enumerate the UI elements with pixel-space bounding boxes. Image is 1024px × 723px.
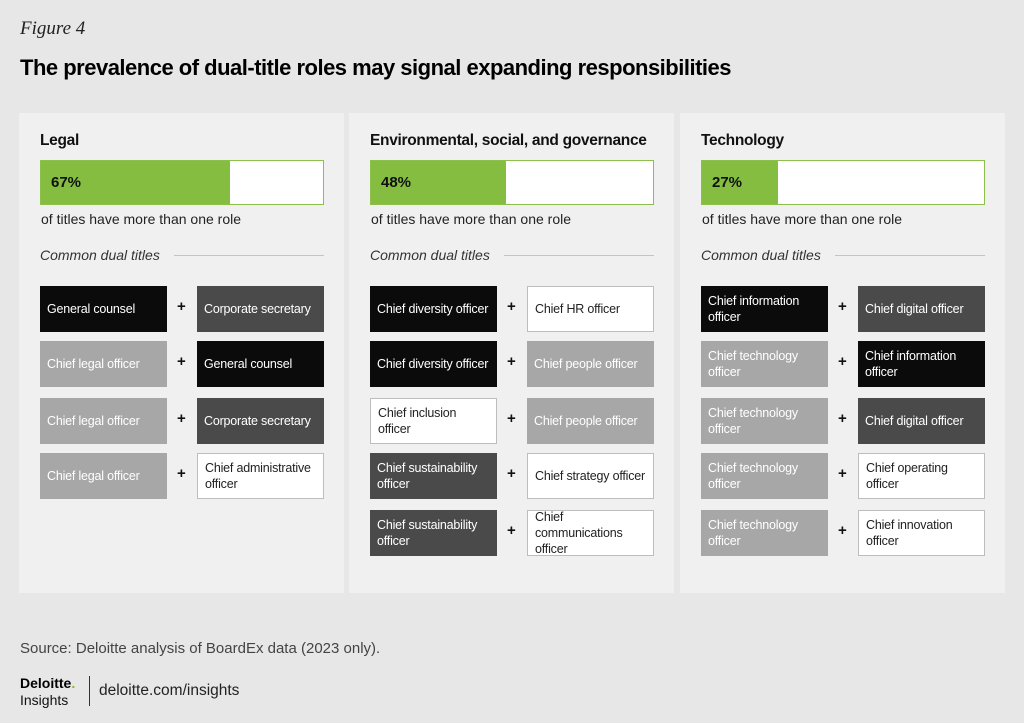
panel-legal: Legal 67% of titles have more than one r… [19,113,344,593]
title-pair: Chief technology officer + Chief innovat… [701,510,985,556]
title-box: Chief digital officer [858,286,985,332]
title-pair: General counsel + Corporate secretary [40,286,324,332]
title-box: Chief legal officer [40,453,167,499]
panel-technology: Technology 27% of titles have more than … [680,113,1005,593]
title-pair: Chief technology officer + Chief operati… [701,453,985,499]
percent-caption: of titles have more than one role [702,211,903,227]
title-box: Chief operating officer [858,453,985,499]
title-box: Chief information officer [701,286,828,332]
title-pair: Chief technology officer + Chief digital… [701,398,985,444]
plus-icon: + [177,465,186,482]
title-pair: Chief technology officer + Chief informa… [701,341,985,387]
divider-line [173,254,324,256]
title-box: Chief technology officer [701,510,828,556]
plus-icon: + [838,410,847,427]
percent-bar: 67% [40,160,324,205]
title-pair: Chief diversity officer + Chief HR offic… [370,286,654,332]
title-box: Chief innovation officer [858,510,985,556]
plus-icon: + [507,298,516,315]
plus-icon: + [838,353,847,370]
panel-heading: Environmental, social, and governance [370,132,647,149]
section-label: Common dual titles [40,247,324,263]
percent-caption: of titles have more than one role [41,211,242,227]
percent-caption: of titles have more than one role [371,211,572,227]
section-label: Common dual titles [701,247,985,263]
plus-icon: + [838,298,847,315]
divider-line [503,254,654,256]
plus-icon: + [507,410,516,427]
title-pair: Chief sustainability officer + Chief com… [370,510,654,556]
section-label: Common dual titles [370,247,654,263]
title-pair: Chief sustainability officer + Chief str… [370,453,654,499]
source-note: Source: Deloitte analysis of BoardEx dat… [20,640,381,657]
title-box: Chief digital officer [858,398,985,444]
plus-icon: + [177,353,186,370]
panel-environmental: Environmental, social, and governance 48… [349,113,674,593]
divider-line [834,254,985,256]
plus-icon: + [507,465,516,482]
title-pair: Chief legal officer + Corporate secretar… [40,398,324,444]
title-box: Chief legal officer [40,341,167,387]
title-box: Chief diversity officer [370,341,497,387]
plus-icon: + [177,410,186,427]
figure-label: Figure 4 [20,18,86,39]
title-box: General counsel [197,341,324,387]
title-box: Chief technology officer [701,453,828,499]
title-box: Chief HR officer [527,286,654,332]
title-box: Corporate secretary [197,286,324,332]
percent-bar-fill [702,161,779,204]
percent-bar: 27% [701,160,985,205]
percent-bar-fill [41,161,230,204]
title-box: Chief strategy officer [527,453,654,499]
title-box: Chief diversity officer [370,286,497,332]
panel-heading: Technology [701,132,784,149]
title-pair: Chief information officer + Chief digita… [701,286,985,332]
title-box: Chief legal officer [40,398,167,444]
title-pair: Chief legal officer + Chief administrati… [40,453,324,499]
deloitte-insights-logo: Deloitte. Insights [20,675,76,708]
title-box: Corporate secretary [197,398,324,444]
figure-title: The prevalence of dual-title roles may s… [20,55,731,80]
title-box: Chief sustainability officer [370,453,497,499]
title-box: Chief technology officer [701,341,828,387]
title-box: Chief communications officer [527,510,654,556]
title-box: Chief people officer [527,341,654,387]
title-box: Chief administrative officer [197,453,324,499]
divider [89,676,90,706]
title-box: Chief sustainability officer [370,510,497,556]
percent-label: 27% [712,174,743,191]
plus-icon: + [507,522,516,539]
title-box: Chief inclusion officer [370,398,497,444]
plus-icon: + [177,298,186,315]
title-box: Chief people officer [527,398,654,444]
percent-label: 67% [51,174,82,191]
title-box: Chief information officer [858,341,985,387]
plus-icon: + [838,465,847,482]
plus-icon: + [507,353,516,370]
title-pair: Chief inclusion officer + Chief people o… [370,398,654,444]
title-pair: Chief legal officer + General counsel [40,341,324,387]
plus-icon: + [838,522,847,539]
title-box: General counsel [40,286,167,332]
title-pair: Chief diversity officer + Chief people o… [370,341,654,387]
percent-bar: 48% [370,160,654,205]
panel-heading: Legal [40,132,79,149]
title-box: Chief technology officer [701,398,828,444]
percent-bar-fill [371,161,507,204]
percent-label: 48% [381,174,412,191]
website-link[interactable]: deloitte.com/insights [99,682,240,699]
